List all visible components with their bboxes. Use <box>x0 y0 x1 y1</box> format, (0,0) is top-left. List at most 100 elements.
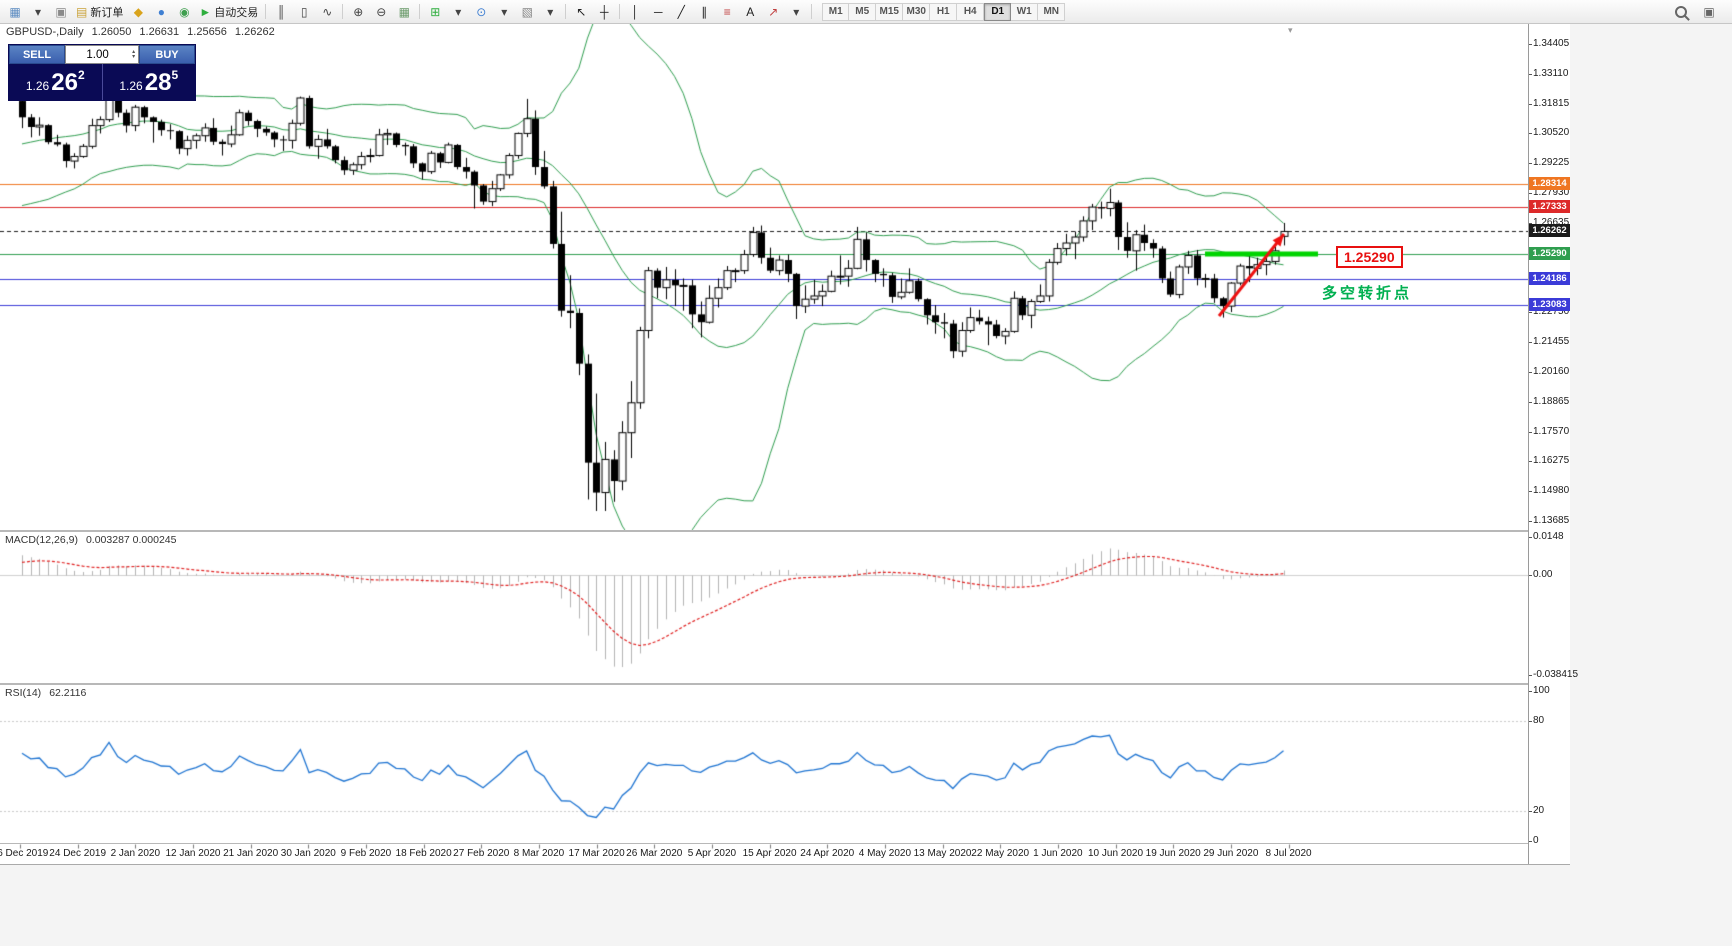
arrows-dropdown-icon[interactable]: ▾ <box>785 2 807 22</box>
date-axis-label: 22 May 2020 <box>971 848 1030 859</box>
profiles-icon-glyph: ▣ <box>55 4 67 19</box>
panel-separator[interactable] <box>0 683 1569 685</box>
toolbar-separator <box>342 4 344 19</box>
timeframe-button-h4[interactable]: H4 <box>957 2 985 21</box>
ask-pipette: 5 <box>171 68 179 82</box>
chart-high-value: 1.26631 <box>139 26 180 38</box>
panel-separator[interactable] <box>0 843 1569 844</box>
timeframe-button-m30[interactable]: M30 <box>903 2 931 21</box>
date-axis-label: 8 Mar 2020 <box>513 848 565 859</box>
new-order-button[interactable]: ▤ 新订单 <box>73 2 126 22</box>
timeframe-button-w1[interactable]: W1 <box>1011 2 1039 21</box>
zoom-out-icon[interactable]: ⊖ <box>370 2 392 22</box>
zoom-out-icon-glyph: ⊖ <box>376 4 387 19</box>
cursor-icon-glyph: ↖ <box>576 4 587 19</box>
cursor-icon[interactable]: ↖ <box>570 2 592 22</box>
zoom-in-icon[interactable]: ⊕ <box>347 2 369 22</box>
rsi-axis-label: 20 <box>1528 805 1545 816</box>
panel-separator[interactable] <box>0 530 1569 532</box>
date-axis-label: 5 Apr 2020 <box>687 848 737 859</box>
line-chart-icon[interactable]: ∿ <box>316 2 338 22</box>
zoom-in-icon-glyph: ⊕ <box>353 4 364 19</box>
buy-button[interactable]: BUY <box>139 45 195 64</box>
timeframe-button-m15[interactable]: M15 <box>876 2 904 21</box>
line-chart-icon-glyph: ∿ <box>322 4 333 19</box>
indicators-dropdown-icon-glyph: ▾ <box>455 4 462 19</box>
data-window-icon[interactable]: ▣ <box>1698 2 1720 22</box>
channel-icon[interactable]: ∥ <box>693 2 715 22</box>
chart-window: GBPUSD-,Daily 1.26050 1.26631 1.25656 1.… <box>0 24 1578 865</box>
candlestick-chart-icon[interactable]: ▯ <box>293 2 315 22</box>
toolbar-right-group: ▣ <box>1670 2 1720 22</box>
horizontal-line-icon-glyph: ─ <box>653 4 663 19</box>
profiles-icon[interactable]: ▣ <box>50 2 72 22</box>
new-chart-icon[interactable]: ▦ <box>4 2 26 22</box>
autotrading-button[interactable]: ► 自动交易 <box>196 2 261 22</box>
price-callout[interactable]: 1.25290 <box>1336 246 1403 268</box>
timeframe-button-mn[interactable]: MN <box>1038 2 1066 21</box>
gold-icon-glyph: ◆ <box>133 4 143 19</box>
date-axis-label: 13 May 2020 <box>913 848 972 859</box>
macd-name-label: MACD(12,26,9) <box>5 534 78 546</box>
bid-prefix: 1.26 <box>25 79 50 93</box>
rsi-value-label: 62.2116 <box>49 687 87 699</box>
volume-input[interactable] <box>66 46 130 63</box>
horizontal-line-icon[interactable]: ─ <box>647 2 669 22</box>
indicators-icon[interactable]: ⊞ <box>424 2 446 22</box>
bar-chart-icon[interactable]: ║ <box>270 2 292 22</box>
crosshair-icon[interactable]: ┼ <box>593 2 615 22</box>
volume-up-icon[interactable]: ▴ <box>132 48 136 55</box>
date-axis-label: 8 Jul 2020 <box>1265 848 1312 859</box>
date-axis-label: 26 Mar 2020 <box>626 848 683 859</box>
date-axis-label: 27 Feb 2020 <box>453 848 510 859</box>
current-price-tag: 1.26262 <box>1529 224 1570 238</box>
timeframe-button-h1[interactable]: H1 <box>930 2 958 21</box>
gold-icon[interactable]: ◆ <box>127 2 149 22</box>
date-axis-label: 2 Jan 2020 <box>110 848 161 859</box>
level-price-tag: 1.25290 <box>1529 246 1570 260</box>
price-axis-label: 1.13685 <box>1528 515 1570 526</box>
chart-shift-marker[interactable]: ▾ <box>1288 25 1293 35</box>
crosshair-icon-glyph: ┼ <box>599 4 609 19</box>
templates-dropdown-icon[interactable]: ▾ <box>539 2 561 22</box>
date-axis-label: 15 Apr 2020 <box>742 848 797 859</box>
price-axis-label: 1.30520 <box>1528 127 1570 139</box>
timeframe-button-d1[interactable]: D1 <box>984 2 1012 21</box>
volume-down-icon[interactable]: ▾ <box>132 53 136 60</box>
periods-dropdown-icon[interactable]: ▾ <box>493 2 515 22</box>
volume-spinner: ▴ ▾ <box>129 46 138 63</box>
arrows-icon[interactable]: ↗ <box>762 2 784 22</box>
search-icon[interactable] <box>1670 2 1692 22</box>
timeframe-button-m5[interactable]: M5 <box>849 2 877 21</box>
price-axis-label: 1.34405 <box>1528 38 1570 49</box>
text-icon[interactable]: A <box>739 2 761 22</box>
price-axis[interactable]: 1.34405 1.33110 1.31815 1.30520 1.29225 1.279… <box>1528 24 1578 864</box>
ask-big-digits: 28 <box>144 69 172 96</box>
trendline-icon-glyph: ╱ <box>677 4 685 19</box>
fibonacci-icon-glyph: ≡ <box>723 4 731 19</box>
timeframe-button-m1[interactable]: M1 <box>822 2 850 21</box>
price-chart-canvas[interactable] <box>0 24 1528 864</box>
sell-button[interactable]: SELL <box>9 45 65 64</box>
vertical-line-icon[interactable]: │ <box>624 2 646 22</box>
market-icon[interactable]: ● <box>150 2 172 22</box>
bid-ask-divider <box>101 64 103 100</box>
ask-price[interactable]: 1.26 28 5 <box>103 64 196 100</box>
tile-windows-icon[interactable]: ▦ <box>393 2 415 22</box>
periods-icon[interactable]: ⊙ <box>470 2 492 22</box>
date-axis-label: 4 May 2020 <box>858 848 912 859</box>
trendline-icon[interactable]: ╱ <box>670 2 692 22</box>
price-axis-label: 1.31815 <box>1528 97 1570 109</box>
community-icon[interactable]: ◉ <box>173 2 195 22</box>
bid-price[interactable]: 1.26 26 2 <box>9 64 102 100</box>
templates-icon[interactable]: ▧ <box>516 2 538 22</box>
fibonacci-icon[interactable]: ≡ <box>716 2 738 22</box>
indicators-dropdown-icon[interactable]: ▾ <box>447 2 469 22</box>
bid-ask-display: 1.26 26 2 1.26 28 5 <box>9 64 195 100</box>
candlestick-chart-icon-glyph: ▯ <box>300 4 308 19</box>
annotation-note[interactable]: 多空转折点 <box>1322 285 1413 302</box>
new-chart-dropdown-icon[interactable]: ▾ <box>27 2 49 22</box>
bar-chart-icon-glyph: ║ <box>276 4 286 19</box>
